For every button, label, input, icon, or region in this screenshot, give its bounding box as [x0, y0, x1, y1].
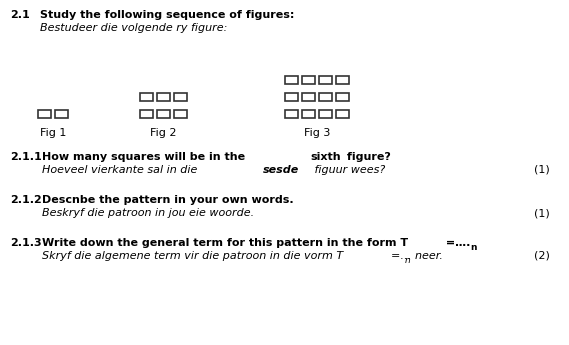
Text: Write down the general term for this pattern in the form T: Write down the general term for this pat…: [42, 238, 408, 248]
Text: Fig 1: Fig 1: [40, 128, 66, 138]
Text: sixth: sixth: [311, 152, 341, 162]
Text: n: n: [405, 256, 411, 265]
Bar: [319, 93, 332, 101]
Text: Skryf die algemene term vir die patroon in die vorm T: Skryf die algemene term vir die patroon …: [42, 251, 343, 261]
Text: n: n: [405, 256, 411, 265]
Bar: [319, 110, 332, 118]
Bar: [302, 76, 315, 84]
Bar: [157, 93, 170, 101]
Text: Descnbe the pattern in your own words.: Descnbe the pattern in your own words.: [42, 195, 294, 205]
Bar: [336, 93, 349, 101]
Bar: [285, 110, 298, 118]
Text: (2): (2): [534, 251, 550, 261]
Bar: [140, 93, 153, 101]
Text: figure?: figure?: [343, 152, 390, 162]
Text: Study the following sequence of figures:: Study the following sequence of figures:: [40, 10, 294, 20]
Text: (1): (1): [534, 165, 550, 175]
Text: sesde: sesde: [262, 165, 299, 175]
Bar: [140, 110, 153, 118]
Text: Beskryf die patroon in jou eie woorde.: Beskryf die patroon in jou eie woorde.: [42, 208, 254, 218]
Text: Fig 2: Fig 2: [150, 128, 177, 138]
Bar: [319, 76, 332, 84]
Bar: [174, 93, 187, 101]
Text: =….: =….: [442, 238, 470, 248]
Bar: [302, 110, 315, 118]
Text: (1): (1): [534, 208, 550, 218]
Text: 2.1.2: 2.1.2: [10, 195, 42, 205]
Text: figuur wees?: figuur wees?: [311, 165, 385, 175]
Text: 2.1: 2.1: [10, 10, 30, 20]
Bar: [38, 110, 51, 118]
Text: =… neer.: =… neer.: [390, 251, 443, 261]
Text: Bestudeer die volgende ry figure:: Bestudeer die volgende ry figure:: [40, 23, 228, 33]
Text: n: n: [470, 243, 476, 252]
Text: How many squares will be in the: How many squares will be in the: [42, 152, 249, 162]
Bar: [55, 110, 68, 118]
Bar: [336, 76, 349, 84]
Bar: [336, 110, 349, 118]
Text: 2.1.3: 2.1.3: [10, 238, 42, 248]
Text: 2.1.1: 2.1.1: [10, 152, 42, 162]
Text: Hoeveel vierkante sal in die: Hoeveel vierkante sal in die: [42, 165, 201, 175]
Text: n: n: [470, 243, 476, 252]
Text: Fig 3: Fig 3: [304, 128, 330, 138]
Bar: [302, 93, 315, 101]
Bar: [285, 93, 298, 101]
Bar: [157, 110, 170, 118]
Bar: [285, 76, 298, 84]
Bar: [174, 110, 187, 118]
